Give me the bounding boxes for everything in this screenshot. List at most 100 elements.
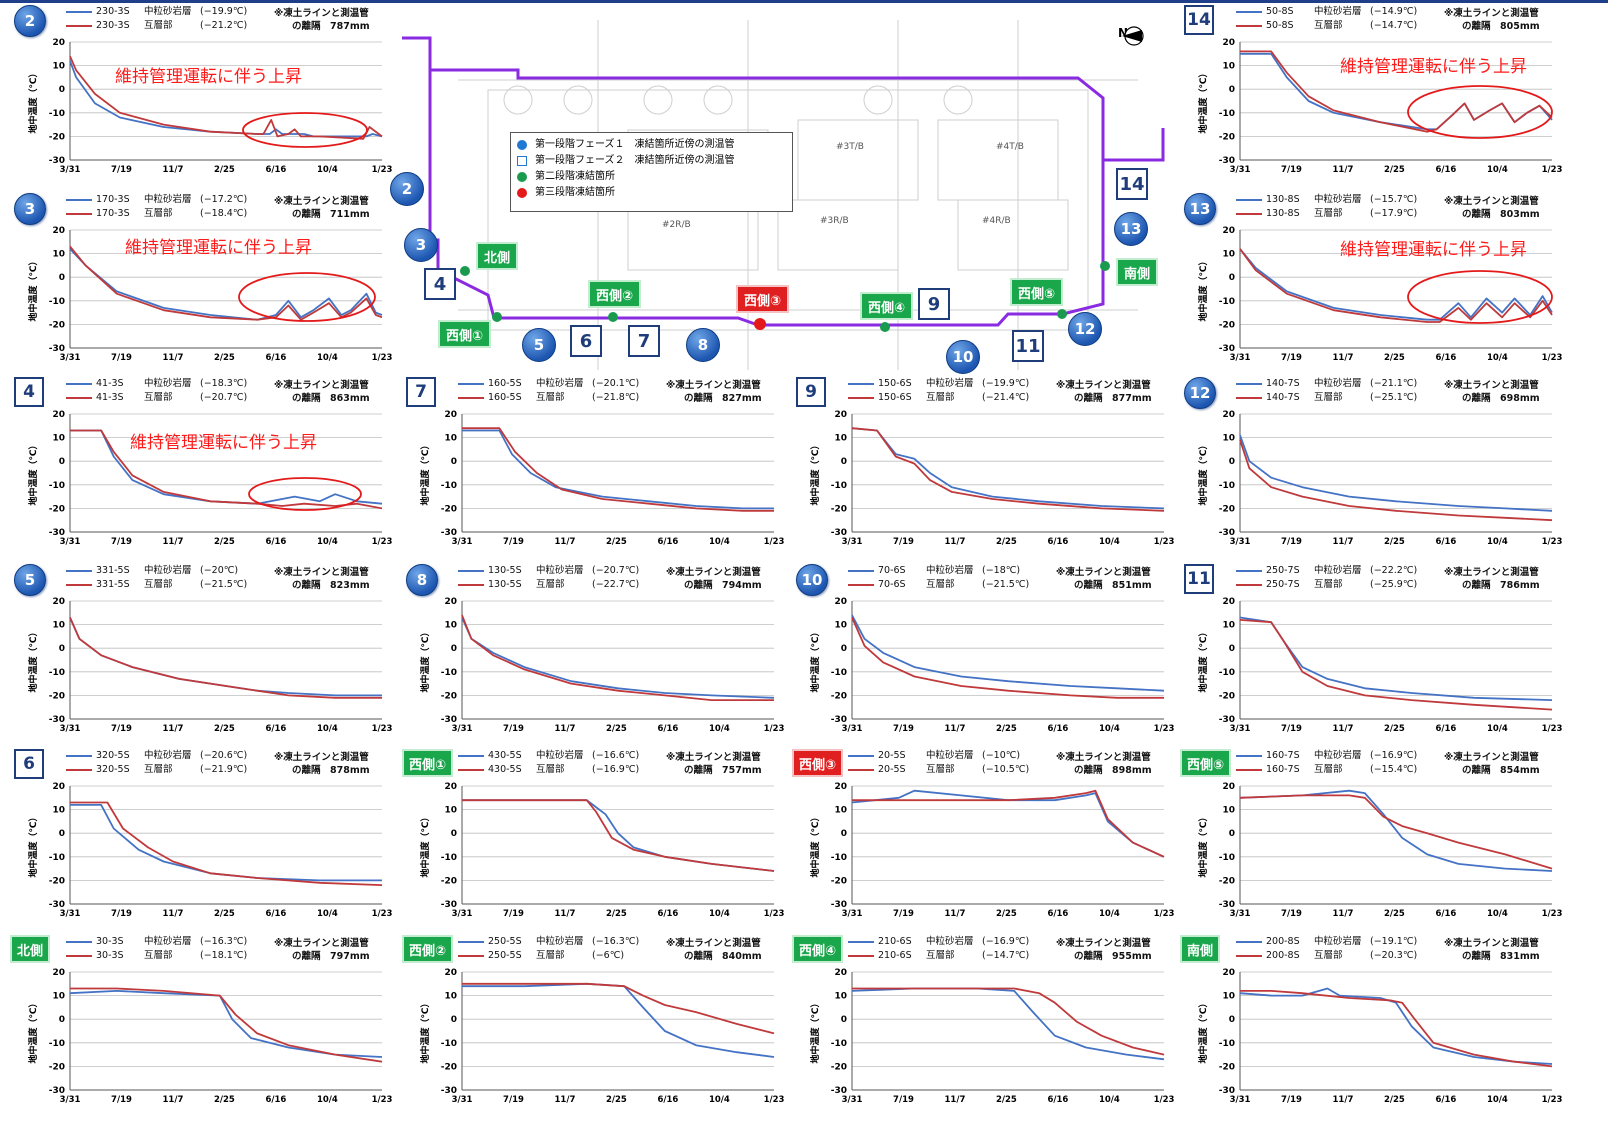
note-line: ※凍土ラインと測温管 (1444, 567, 1539, 578)
map-label-17: 12 (1068, 312, 1102, 346)
note-line: ※凍土ラインと測温管 (666, 752, 761, 763)
legend-entry: 41-3S 中粒砂岩層 (−18.3℃) (66, 377, 247, 391)
y-tick-label: -10 (49, 1039, 65, 1049)
layer-name: 中粒砂岩層 (1314, 378, 1362, 389)
panel-badge: 14 (1184, 5, 1214, 35)
x-tick-label: 1/23 (1542, 537, 1563, 547)
x-tick-label: 11/7 (163, 909, 184, 919)
red-series-line (462, 982, 775, 1035)
layer-name: 中粒砂岩層 (536, 936, 584, 947)
y-tick-label: 10 (52, 806, 65, 816)
series-id: 200-8S (1266, 936, 1300, 947)
highlight-ellipse (248, 477, 362, 511)
series-id: 140-7S (1266, 378, 1300, 389)
y-tick-label: 10 (52, 250, 65, 260)
series-id: 170-3S (96, 208, 130, 219)
legend-swatch (66, 755, 92, 757)
layer-name: 互層部 (536, 950, 565, 961)
temperature-value: (−25.9℃) (1370, 579, 1418, 590)
series-id: 140-7S (1266, 392, 1300, 403)
x-tick-label: 2/25 (214, 165, 235, 175)
y-tick-label: -30 (49, 528, 65, 538)
y-tick-label: 0 (451, 1015, 457, 1025)
x-tick-label: 6/16 (1047, 537, 1068, 547)
y-tick-label: -20 (49, 1062, 65, 1072)
temperature-value: (−20.6℃) (200, 750, 248, 761)
distance-value: の離隔 854mm (1462, 765, 1540, 776)
distance-value: の離隔 711mm (292, 209, 370, 220)
x-tick-label: 7/19 (111, 353, 132, 363)
legend-swatch (848, 769, 874, 771)
x-tick-label: 1/23 (764, 537, 785, 547)
y-tick-label: -30 (831, 900, 847, 910)
x-tick-label: 11/7 (1333, 537, 1354, 547)
legend-text: 第二段階凍結箇所 (535, 171, 615, 182)
legend-entry: 140-7S 中粒砂岩層 (−21.1℃) (1236, 377, 1417, 391)
y-tick-label: -10 (441, 668, 457, 678)
series-id: 250-5S (488, 950, 522, 961)
x-tick-label: 6/16 (1435, 1095, 1456, 1105)
y-tick-label: 20 (1222, 597, 1235, 607)
series-id: 130-5S (488, 579, 522, 590)
legend-swatch (66, 570, 92, 572)
series-id: 70-6S (878, 565, 906, 576)
y-tick-label: -20 (49, 132, 65, 142)
blue-series-line (851, 789, 1165, 858)
y-axis-label: 地中温度（℃） (1197, 257, 1209, 322)
chart-svg: 20 10 0 -10 -20 -303/31 7/19 11/7 2/25 6/16 10/4 1/… (1197, 410, 1563, 547)
x-tick-label: 2/25 (606, 1095, 627, 1105)
y-tick-label: -20 (441, 1062, 457, 1072)
y-tick-label: -30 (441, 900, 457, 910)
maintenance-annotation: 維持管理運転に伴う上昇 (115, 67, 302, 87)
x-tick-label: 11/7 (163, 1095, 184, 1105)
y-tick-label: -20 (441, 504, 457, 514)
note-line: ※凍土ラインと測温管 (1056, 752, 1151, 763)
red-series-line (461, 614, 774, 702)
x-tick-label: 10/4 (317, 537, 338, 547)
distance-value: の離隔 840mm (684, 951, 762, 962)
y-tick-label: -30 (49, 156, 65, 166)
layer-name: 中粒砂岩層 (1314, 565, 1362, 576)
x-tick-label: 10/4 (317, 353, 338, 363)
series-id: 320-5S (96, 764, 130, 775)
blue-series-line (462, 982, 775, 1058)
blue-series-line (462, 799, 775, 872)
series-id: 331-5S (96, 565, 130, 576)
chart-svg: 20 10 0 -10 -20 -303/31 7/19 11/7 2/25 6/16 10/4 1/… (809, 968, 1175, 1105)
distance-note: ※凍土ラインと測温管 の離隔 757mm (666, 751, 762, 777)
chart-legend: 250-5S 中粒砂岩層 (−16.3℃) 250-5S 互層部 (−6℃) (458, 935, 639, 963)
series-id: 50-8S (1266, 20, 1294, 31)
legend-swatch (458, 383, 484, 385)
x-tick-label: 3/31 (60, 165, 81, 175)
y-tick-label: -10 (49, 109, 65, 119)
x-tick-label: 7/19 (503, 1095, 524, 1105)
chart-svg: 20 10 0 -10 -20 -303/31 7/19 11/7 2/25 6/16 10/4 1/… (419, 968, 785, 1105)
chart-legend: 160-5S 中粒砂岩層 (−20.1℃) 160-5S 互層部 (−21.8℃) (458, 377, 639, 405)
blue-series-line (1239, 616, 1553, 701)
distance-note: ※凍土ラインと測温管 の離隔 698mm (1444, 379, 1540, 405)
x-tick-label: 7/19 (111, 724, 132, 734)
x-tick-label: 3/31 (452, 1095, 473, 1105)
legend-entry: 200-8S 互層部 (−20.3℃) (1236, 949, 1417, 963)
highlight-ellipse (242, 112, 368, 148)
legend-entry: 160-7S 中粒砂岩層 (−16.9℃) (1236, 749, 1417, 763)
legend-swatch (1236, 25, 1262, 27)
temperature-value: (−14.7℃) (982, 950, 1030, 961)
temperature-value: (−16.9℃) (1370, 750, 1418, 761)
x-tick-label: 3/31 (60, 353, 81, 363)
legend-swatch (1236, 383, 1262, 385)
layer-name: 中粒砂岩層 (926, 936, 974, 947)
temperature-value: (−20.3℃) (1370, 950, 1418, 961)
legend-swatch (1236, 769, 1262, 771)
legend-text: 第一段階フェーズ１ 凍結箇所近傍の測温管 (535, 139, 735, 150)
maintenance-annotation: 維持管理運転に伴う上昇 (1340, 240, 1527, 260)
legend-swatch (458, 755, 484, 757)
distance-note: ※凍土ラインと測温管 の離隔 831mm (1444, 937, 1540, 963)
y-tick-label: 0 (841, 457, 847, 467)
layer-name: 中粒砂岩層 (144, 378, 192, 389)
y-tick-label: 0 (1229, 644, 1235, 654)
panel-badge: 7 (406, 377, 436, 407)
series-id: 41-3S (96, 378, 124, 389)
temperature-value: (−6℃) (592, 950, 625, 961)
distance-note: ※凍土ラインと測温管 の離隔 794mm (666, 566, 762, 592)
